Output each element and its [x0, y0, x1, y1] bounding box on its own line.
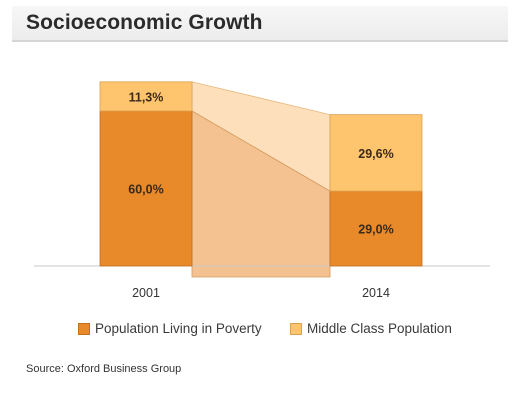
data-label-middle-class-2001: 11,3%: [129, 90, 164, 104]
legend-swatch-poverty: [78, 322, 90, 335]
data-label-poverty-2014: 29,0%: [358, 223, 393, 237]
legend-label-middle-class: Middle Class Population: [307, 321, 452, 336]
legend-label-poverty: Population Living in Poverty: [95, 321, 262, 336]
bar-poverty-2014: [329, 190, 423, 267]
bar-middle-class-2001: [99, 81, 193, 112]
title-bar: Socioeconomic Growth: [12, 6, 508, 42]
source-note: Source: Oxford Business Group: [26, 363, 182, 375]
legend: Population Living in Poverty Middle Clas…: [0, 321, 522, 341]
x-tick-label-2014: 2014: [362, 286, 390, 300]
data-label-middle-class-2014: 29,6%: [358, 147, 393, 161]
x-tick-label-2001: 2001: [132, 286, 160, 300]
chart-title: Socioeconomic Growth: [26, 11, 263, 34]
data-label-poverty-2001: 60,0%: [128, 183, 163, 197]
bar-poverty-2001: [99, 110, 193, 267]
bar-middle-class-2014: [329, 114, 423, 192]
legend-swatch-middle-class: [290, 322, 302, 335]
legend-item-middle-class: Middle Class Population: [290, 321, 452, 336]
legend-item-poverty: Population Living in Poverty: [78, 321, 262, 336]
chart: 60,0% 11,3% 2001 29,0% 29,6% 2014: [34, 81, 490, 300]
